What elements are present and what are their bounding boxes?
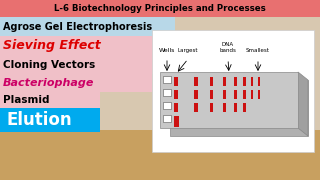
Bar [0, 108, 100, 132]
Bar [174, 77, 178, 86]
Bar [223, 77, 226, 86]
Polygon shape [298, 72, 308, 136]
Bar [0, 130, 320, 180]
Bar [0, 74, 152, 92]
Bar [258, 77, 260, 86]
Bar [163, 76, 171, 83]
Text: Agrose Gel Electrophoresis: Agrose Gel Electrophoresis [3, 21, 152, 31]
Bar [0, 56, 158, 74]
Text: DNA
bands: DNA bands [220, 42, 236, 53]
Bar [194, 77, 198, 86]
Bar [174, 90, 178, 99]
Bar [0, 92, 100, 108]
Bar [163, 115, 171, 122]
Bar [163, 102, 171, 109]
Bar [194, 90, 198, 99]
Bar [243, 103, 245, 112]
Bar [243, 90, 245, 99]
Bar [234, 103, 237, 112]
Polygon shape [170, 80, 308, 136]
Bar [210, 90, 213, 99]
Text: Largest: Largest [178, 48, 198, 53]
Text: L-6 Biotechnology Principles and Processes: L-6 Biotechnology Principles and Process… [54, 4, 266, 13]
Text: Sieving Effect: Sieving Effect [3, 39, 101, 53]
Bar [0, 36, 158, 56]
Text: Bacteriophage: Bacteriophage [3, 78, 94, 88]
Bar [152, 30, 314, 152]
Bar [0, 17, 175, 36]
Text: Wells: Wells [159, 48, 175, 53]
Bar [258, 90, 260, 99]
Bar [234, 77, 237, 86]
Bar [234, 90, 237, 99]
Bar [0, 0, 320, 17]
Bar [174, 116, 179, 127]
Text: Elution: Elution [6, 111, 72, 129]
Bar [210, 103, 213, 112]
Bar [251, 90, 253, 99]
Polygon shape [160, 72, 298, 128]
Text: Cloning Vectors: Cloning Vectors [3, 60, 95, 70]
Text: Plasmid: Plasmid [3, 95, 50, 105]
Bar [194, 103, 198, 112]
Bar [174, 103, 178, 112]
Bar [210, 77, 213, 86]
Bar [223, 103, 226, 112]
Text: Smallest: Smallest [246, 48, 270, 53]
Bar [243, 77, 245, 86]
Bar [163, 89, 171, 96]
Bar [223, 90, 226, 99]
Bar [251, 77, 253, 86]
